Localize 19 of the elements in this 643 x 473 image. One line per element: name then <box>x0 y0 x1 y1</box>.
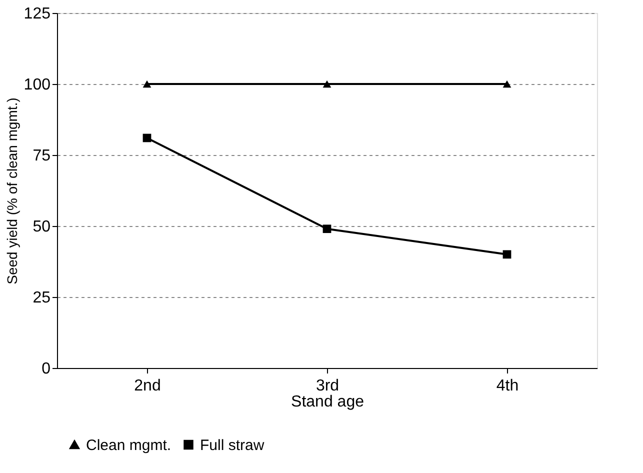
legend-label: Full straw <box>200 436 264 454</box>
x-tick-label: 2nd <box>134 378 161 394</box>
y-tick-label: 25 <box>32 290 51 306</box>
x-tick-label: 4th <box>496 378 519 394</box>
point <box>322 80 332 88</box>
point <box>502 80 512 88</box>
y-tick-label: 100 <box>24 76 51 94</box>
y-tick-label: 0 <box>42 360 51 378</box>
point <box>142 80 152 88</box>
x-axis-title: Stand age <box>291 394 364 410</box>
point <box>502 250 512 259</box>
y-axis-title: Seed yield (% of clean mgmt.) <box>4 98 20 284</box>
y-tick-label: 50 <box>32 218 51 236</box>
x-tick-label: 3rd <box>316 378 340 394</box>
point <box>142 134 152 142</box>
y-tick-label: 75 <box>32 148 51 164</box>
legend-label: Clean mgmt. <box>86 436 172 454</box>
point <box>322 224 332 234</box>
y-tick-label: 125 <box>24 6 51 22</box>
